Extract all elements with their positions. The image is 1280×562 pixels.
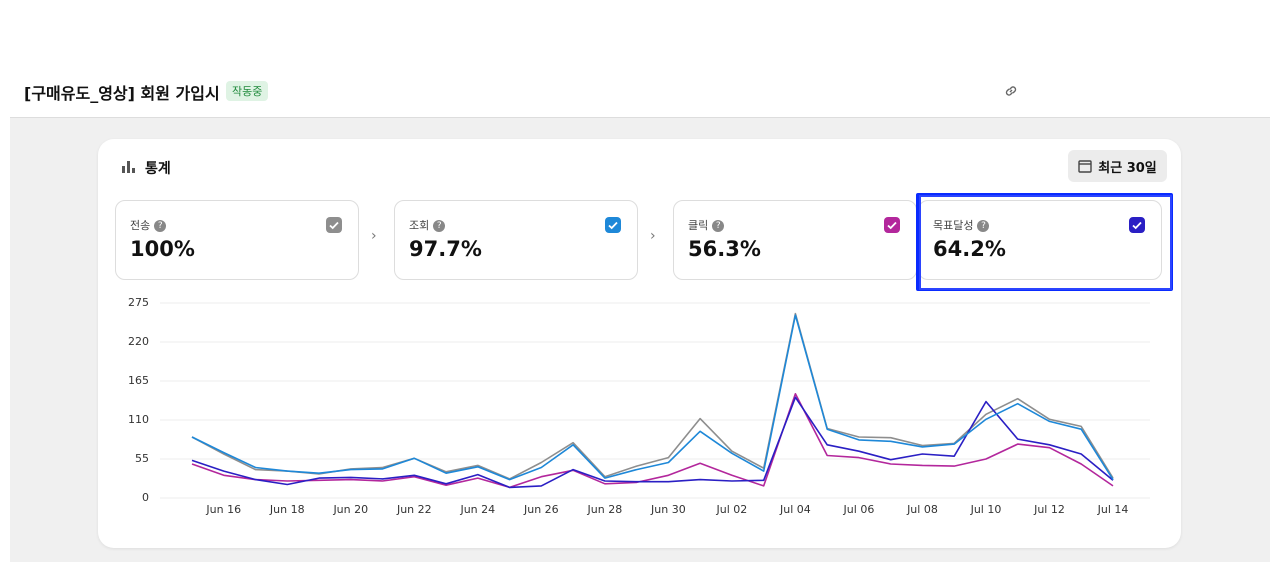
metric-label-row: 목표달성? (933, 217, 990, 233)
help-icon[interactable]: ? (433, 220, 446, 232)
x-tick-label: Jul 06 (843, 503, 875, 516)
date-range-button[interactable]: 최근 30일 (1068, 150, 1167, 182)
metric-label: 클릭 (688, 219, 709, 232)
check (1132, 221, 1142, 230)
checkbox[interactable] (326, 217, 342, 233)
calendar-icon (1078, 160, 1092, 173)
metric-value: 64.2% (933, 237, 1006, 261)
x-tick-label: Jul 10 (970, 503, 1002, 516)
metric-label: 조회 (409, 219, 430, 232)
metric-value: 100% (130, 237, 195, 261)
x-tick-label: Jul 08 (906, 503, 938, 516)
series-line (191, 312, 1114, 480)
x-tick-label: Jun 18 (269, 503, 305, 516)
y-tick-label: 55 (135, 452, 149, 465)
help-icon[interactable]: ? (154, 220, 167, 232)
checkbox[interactable] (884, 217, 900, 233)
metric-card: 조회? 97.7% (394, 200, 638, 280)
page-title: [구매유도_영상] 회원 가입시 (24, 84, 220, 103)
x-tick-label: Jul 12 (1033, 503, 1065, 516)
x-tick-label: Jul 14 (1097, 503, 1129, 516)
help-icon[interactable]: ? (712, 220, 725, 232)
x-tick-label: Jun 24 (459, 503, 495, 516)
panel-title: 통계 (145, 161, 171, 177)
metric-label: 목표달성 (933, 219, 974, 232)
chart-icon (122, 161, 135, 173)
y-tick-label: 110 (128, 413, 149, 426)
checkbox[interactable] (605, 217, 621, 233)
x-tick-label: Jun 30 (650, 503, 686, 516)
y-tick-label: 165 (128, 374, 149, 387)
metric-card: 전송? 100% (115, 200, 359, 280)
date-range: 최근 30일 (1098, 160, 1157, 176)
x-tick-label: Jul 02 (716, 503, 748, 516)
help-icon[interactable]: ? (977, 220, 990, 232)
status-badge: 작동중 (226, 81, 269, 101)
highlight-box (919, 195, 1172, 290)
series-line (191, 396, 1114, 489)
checkbox[interactable] (1129, 217, 1145, 233)
metric-label-row: 전송? (130, 217, 167, 233)
x-tick-label: Jun 28 (587, 503, 623, 516)
y-tick-label: 0 (142, 491, 149, 504)
x-tick-label: Jul 04 (779, 503, 811, 516)
metric-value: 56.3% (688, 237, 761, 261)
x-tick-label: Jun 22 (396, 503, 432, 516)
x-tick-label: Jun 26 (523, 503, 559, 516)
y-tick-label: 220 (128, 335, 149, 348)
x-tick-label: Jun 16 (205, 503, 241, 516)
metric-label-row: 조회? (409, 217, 446, 233)
series-line (191, 314, 1114, 481)
check (329, 221, 339, 230)
metric-value: 97.7% (409, 237, 482, 261)
metric-label: 전송 (130, 219, 151, 232)
check (887, 221, 897, 230)
metric-label-row: 클릭? (688, 217, 725, 233)
chevron: › (650, 228, 656, 244)
y-tick-label: 275 (128, 296, 149, 309)
series-line (191, 393, 1114, 489)
metric-card: 클릭? 56.3% (673, 200, 917, 280)
check (608, 221, 618, 230)
x-tick-label: Jun 20 (332, 503, 368, 516)
chevron: › (371, 228, 377, 244)
link-icon[interactable] (1003, 83, 1019, 99)
